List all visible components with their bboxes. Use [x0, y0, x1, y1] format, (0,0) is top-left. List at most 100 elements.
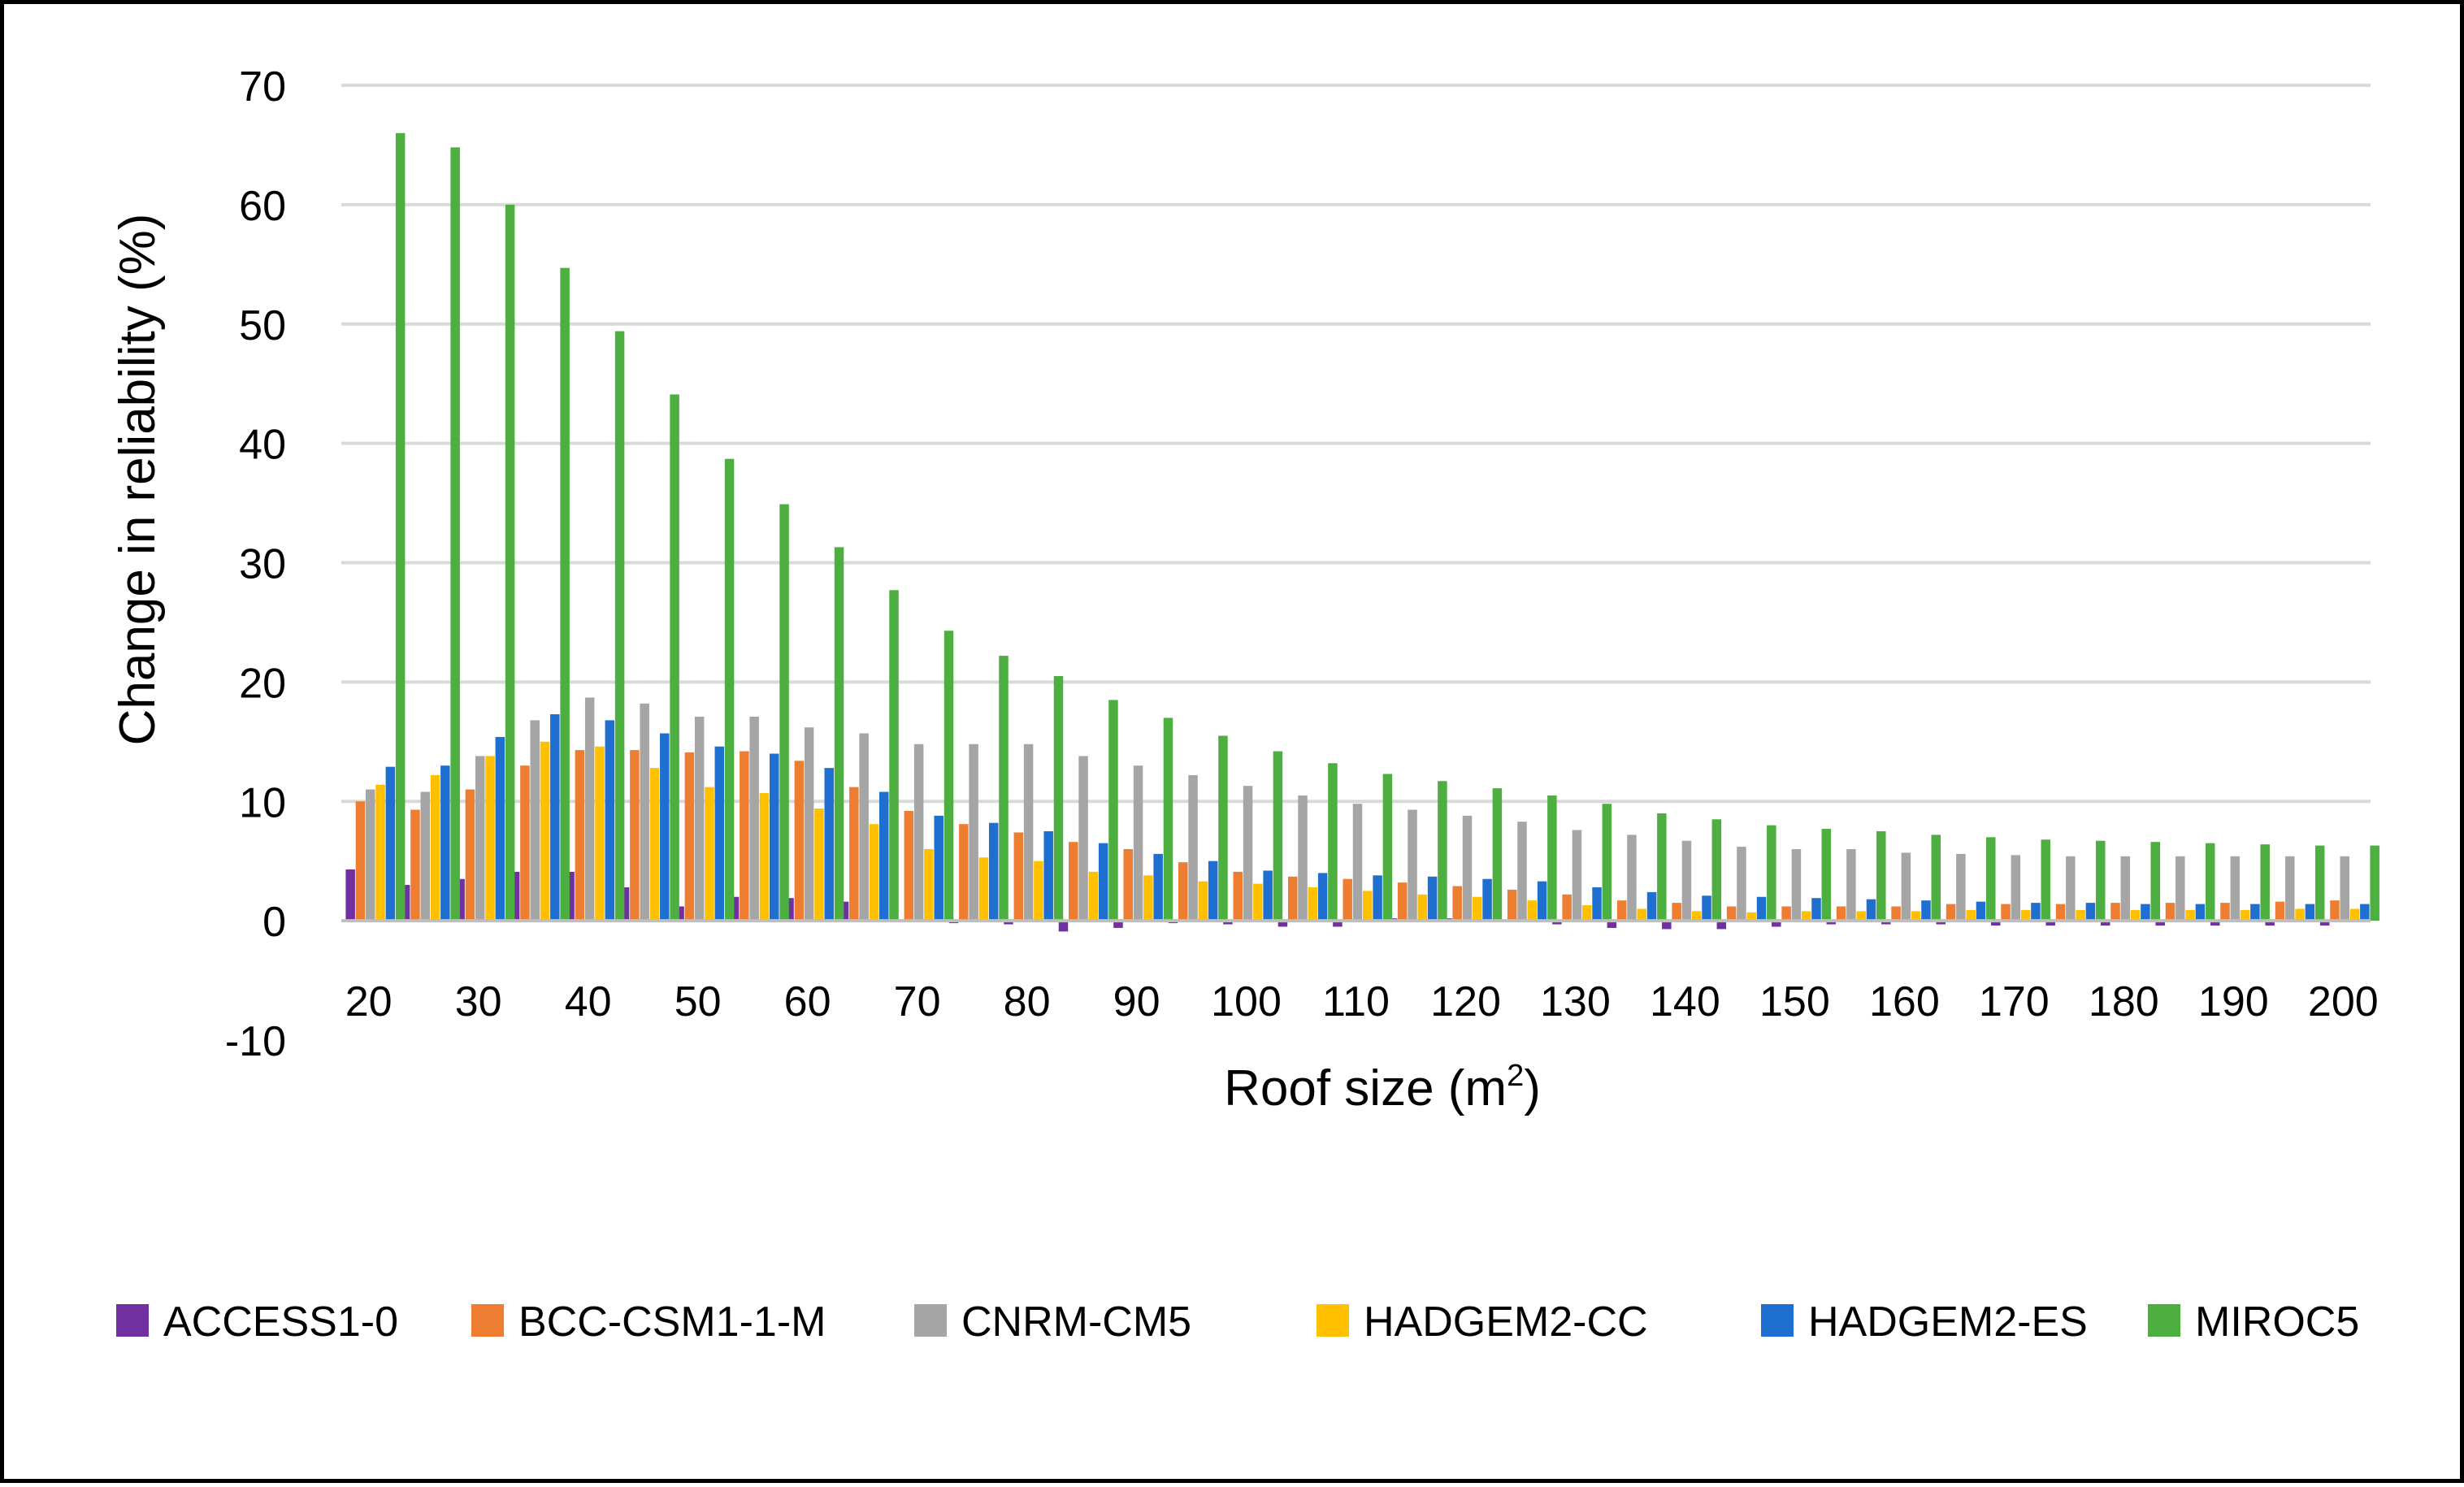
bar-bcc-csm1-1-m	[2055, 904, 2066, 921]
bar-cnrm-cm5	[2120, 856, 2131, 921]
bar-hadgem2-cc	[1198, 881, 1208, 921]
bar-cnrm-cm5	[1627, 835, 1637, 921]
bar-miroc5	[1767, 825, 1776, 921]
bar-access1-0	[2319, 921, 2330, 926]
bar-hadgem2-es	[1482, 878, 1492, 921]
legend-label: CNRM-CM5	[961, 1298, 1191, 1346]
bar-bcc-csm1-1-m	[684, 752, 695, 921]
bar-miroc5	[560, 267, 570, 921]
x-axis-title-close: )	[1524, 1060, 1541, 1116]
y-tick-label: 30	[239, 541, 286, 588]
bar-access1-0	[1826, 921, 1837, 925]
bar-hadgem2-es	[1098, 843, 1108, 921]
bar-access1-0	[839, 901, 849, 921]
bar-bcc-csm1-1-m	[2330, 900, 2340, 921]
bar-hadgem2-cc	[1637, 908, 1646, 921]
bar-cnrm-cm5	[1133, 765, 1143, 921]
bar-hadgem2-es	[770, 753, 779, 921]
bar-hadgem2-es	[440, 765, 450, 921]
x-tick-label: 170	[1979, 978, 2050, 1025]
bar-hadgem2-es	[1811, 898, 1821, 921]
x-tick-label: 140	[1650, 978, 1720, 1025]
bar-cnrm-cm5	[2340, 856, 2350, 921]
bar-access1-0	[1607, 921, 1617, 928]
bar-cnrm-cm5	[859, 733, 869, 921]
bar-miroc5	[1931, 835, 1941, 921]
legend-label: BCC-CSM1-1-M	[518, 1298, 826, 1346]
x-tick-label: 30	[455, 978, 502, 1025]
bar-cnrm-cm5	[420, 791, 430, 921]
bar-hadgem2-es	[1646, 891, 1657, 921]
bar-hadgem2-cc	[1527, 900, 1538, 921]
bar-access1-0	[1990, 921, 2001, 926]
bar-access1-0	[1113, 921, 1123, 928]
bar-hadgem2-cc	[1911, 911, 1921, 921]
bar-miroc5	[1218, 735, 1228, 921]
bar-bcc-csm1-1-m	[410, 809, 420, 921]
legend-swatch	[2148, 1304, 2180, 1337]
bar-cnrm-cm5	[1078, 756, 1088, 921]
bar-miroc5	[2370, 845, 2379, 921]
bar-hadgem2-cc	[1363, 891, 1373, 921]
y-tick-label: 60	[239, 183, 286, 230]
x-tick-label: 180	[2089, 978, 2159, 1025]
bar-cnrm-cm5	[1023, 744, 1034, 921]
bar-miroc5	[999, 656, 1009, 921]
bar-cnrm-cm5	[475, 756, 485, 921]
bar-hadgem2-es	[934, 815, 944, 921]
x-tick-label: 90	[1113, 978, 1160, 1025]
bar-hadgem2-es	[2085, 903, 2096, 921]
bar-miroc5	[1657, 813, 1667, 921]
bar-miroc5	[1492, 788, 1503, 921]
bar-hadgem2-es	[385, 766, 396, 921]
bar-cnrm-cm5	[1956, 853, 1966, 921]
bar-access1-0	[1278, 921, 1288, 927]
bar-cnrm-cm5	[2230, 856, 2241, 921]
bar-bcc-csm1-1-m	[794, 761, 805, 921]
x-tick-label: 60	[784, 978, 831, 1025]
bar-miroc5	[1053, 676, 1064, 921]
bar-hadgem2-cc	[2076, 909, 2085, 921]
bar-access1-0	[1772, 921, 1781, 927]
bar-access1-0	[565, 871, 575, 921]
bar-hadgem2-es	[824, 768, 834, 921]
bar-access1-0	[400, 885, 410, 921]
bar-bcc-csm1-1-m	[904, 811, 914, 921]
bar-miroc5	[1821, 829, 1832, 921]
x-axis-title-superscript: 2	[1507, 1059, 1524, 1093]
bar-bcc-csm1-1-m	[1013, 832, 1024, 921]
bar-miroc5	[1876, 830, 1886, 921]
bar-miroc5	[834, 547, 844, 921]
x-tick-label: 20	[345, 978, 393, 1025]
bar-miroc5	[2150, 842, 2160, 921]
gridlines	[341, 84, 2371, 804]
legend-swatch	[471, 1304, 504, 1337]
bar-bcc-csm1-1-m	[2001, 904, 2011, 921]
bar-hadgem2-cc	[485, 756, 495, 921]
bar-bcc-csm1-1-m	[2275, 901, 2285, 921]
bar-cnrm-cm5	[2176, 856, 2185, 921]
bar-access1-0	[2155, 921, 2165, 926]
bar-access1-0	[1058, 921, 1069, 932]
bar-hadgem2-es	[550, 714, 560, 921]
bar-hadgem2-cc	[1801, 911, 1811, 921]
bar-hadgem2-es	[1921, 900, 1931, 921]
bar-access1-0	[345, 869, 355, 921]
bar-miroc5	[395, 132, 406, 921]
bar-hadgem2-es	[1208, 861, 1218, 921]
bar-hadgem2-cc	[978, 857, 989, 921]
bar-bcc-csm1-1-m	[355, 801, 366, 921]
bar-cnrm-cm5	[804, 727, 814, 921]
bar-cnrm-cm5	[366, 789, 375, 921]
y-tick-label: 20	[239, 660, 286, 707]
bar-hadgem2-es	[1976, 901, 1986, 921]
bar-hadgem2-cc	[2185, 909, 2195, 921]
y-tick-label: 50	[239, 302, 286, 349]
legend-swatch	[1317, 1304, 1349, 1337]
bar-hadgem2-es	[1592, 887, 1602, 921]
bar-hadgem2-cc	[1308, 887, 1318, 921]
bar-miroc5	[1438, 781, 1447, 921]
bar-hadgem2-es	[2031, 903, 2041, 921]
bar-hadgem2-cc	[2349, 908, 2360, 921]
bar-bcc-csm1-1-m	[630, 750, 640, 921]
